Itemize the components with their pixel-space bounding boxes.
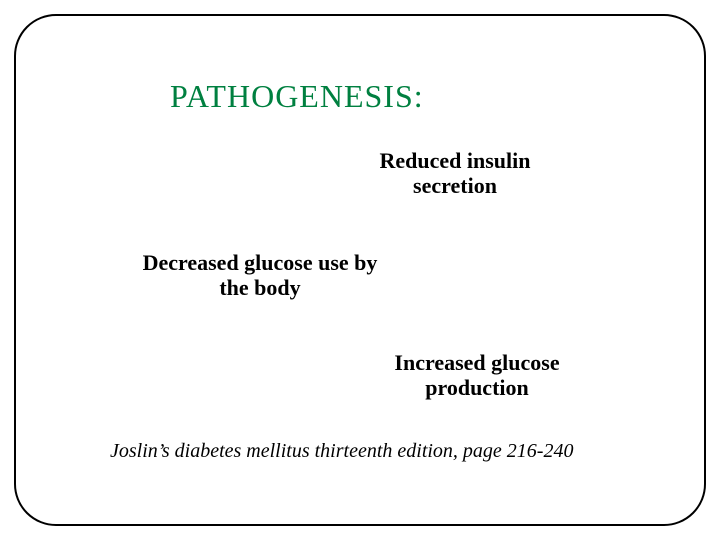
citation-text: Joslin’s diabetes mellitus thirteenth ed… [110, 440, 573, 463]
block-line: the body [219, 275, 300, 300]
block-line: Increased glucose [394, 350, 559, 375]
block-line: secretion [413, 173, 497, 198]
block-line: Reduced insulin [380, 148, 531, 173]
slide-title: PATHOGENESIS: [170, 78, 424, 115]
block-reduced-insulin: Reduced insulin secretion [330, 148, 580, 199]
block-line: production [425, 375, 529, 400]
block-line: Decreased glucose use by [143, 250, 378, 275]
block-increased-glucose-production: Increased glucose production [352, 350, 602, 401]
block-decreased-glucose-use: Decreased glucose use by the body [110, 250, 410, 301]
